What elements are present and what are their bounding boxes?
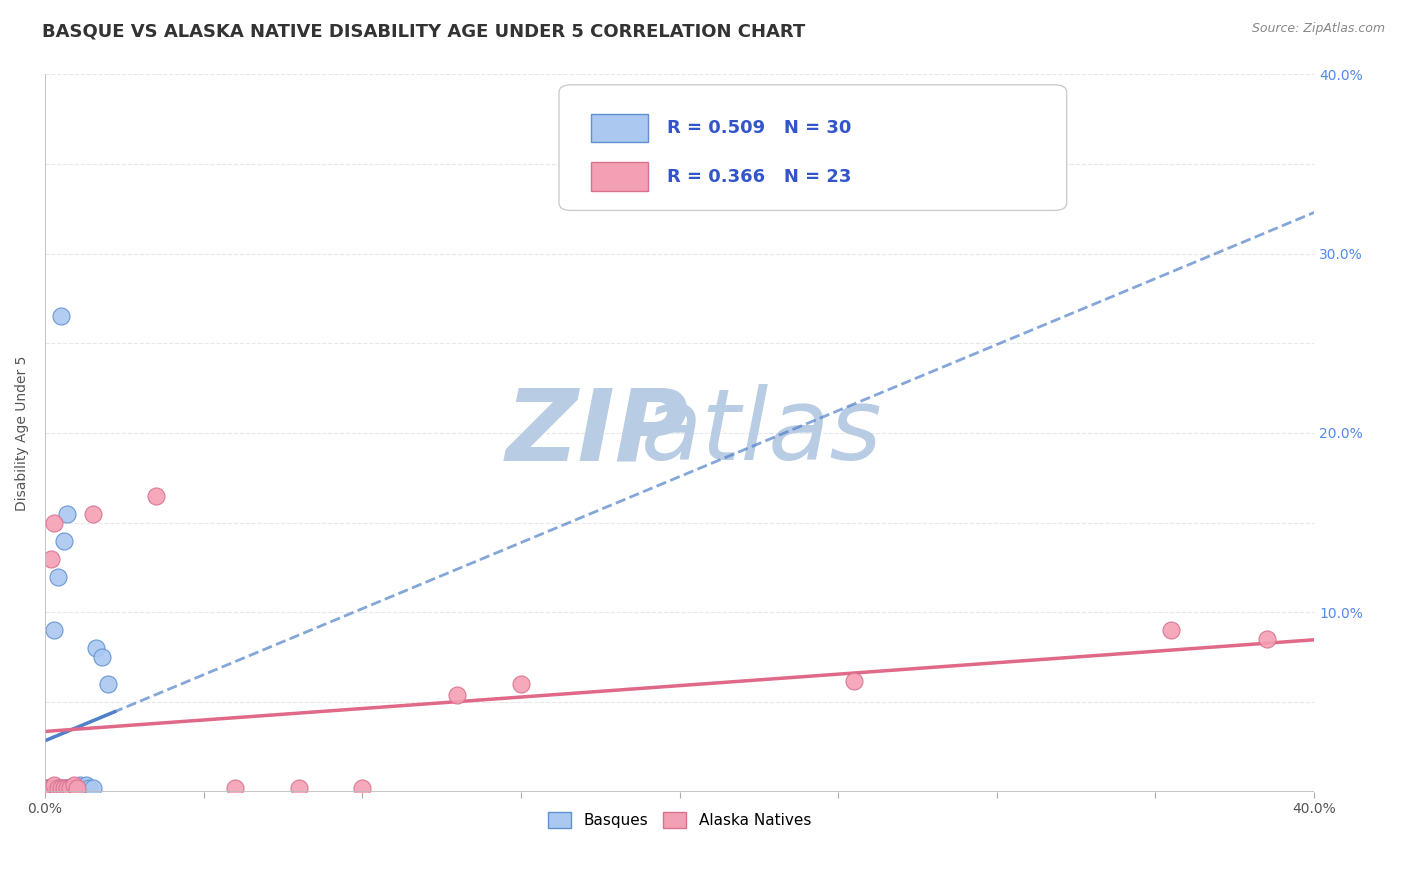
FancyBboxPatch shape	[591, 162, 648, 191]
Text: ZIP: ZIP	[506, 384, 689, 482]
Point	[39, 785, 62, 799]
Point	[62, 781, 84, 796]
Point	[72, 781, 94, 796]
Point	[1160, 624, 1182, 638]
Point	[66, 781, 89, 796]
Point	[39, 781, 62, 796]
Point	[56, 781, 79, 796]
Point	[352, 781, 374, 796]
Legend: Basques, Alaska Natives: Basques, Alaska Natives	[543, 806, 817, 835]
Point	[53, 533, 76, 548]
Point	[91, 650, 114, 665]
Point	[44, 624, 66, 638]
Point	[34, 785, 56, 799]
Point	[44, 785, 66, 799]
Point	[56, 507, 79, 521]
Point	[62, 778, 84, 792]
Point	[842, 673, 865, 688]
Point	[37, 785, 59, 799]
Point	[446, 688, 468, 702]
Point	[59, 781, 82, 796]
Point	[44, 778, 66, 792]
FancyBboxPatch shape	[591, 113, 648, 142]
Point	[46, 781, 69, 796]
Text: R = 0.509   N = 30: R = 0.509 N = 30	[666, 119, 851, 136]
Point	[224, 781, 246, 796]
Point	[46, 785, 69, 799]
Point	[82, 781, 104, 796]
Point	[49, 310, 72, 324]
Point	[66, 781, 89, 796]
Point	[56, 781, 79, 796]
Point	[49, 781, 72, 796]
Point	[53, 781, 76, 796]
Point	[75, 778, 97, 792]
Point	[145, 489, 167, 503]
Point	[37, 781, 59, 796]
Y-axis label: Disability Age Under 5: Disability Age Under 5	[15, 355, 30, 511]
Text: atlas: atlas	[641, 384, 883, 482]
Point	[84, 641, 107, 656]
Point	[37, 781, 59, 796]
Point	[509, 677, 531, 691]
Text: Source: ZipAtlas.com: Source: ZipAtlas.com	[1251, 22, 1385, 36]
Point	[44, 516, 66, 530]
Point	[1256, 632, 1278, 647]
Point	[69, 778, 91, 792]
FancyBboxPatch shape	[560, 85, 1067, 211]
Point	[44, 781, 66, 796]
Point	[49, 785, 72, 799]
Text: BASQUE VS ALASKA NATIVE DISABILITY AGE UNDER 5 CORRELATION CHART: BASQUE VS ALASKA NATIVE DISABILITY AGE U…	[42, 22, 806, 40]
Point	[82, 507, 104, 521]
Point	[39, 551, 62, 566]
Point	[79, 781, 101, 796]
Point	[288, 781, 311, 796]
Point	[34, 781, 56, 796]
Point	[97, 677, 120, 691]
Text: R = 0.366   N = 23: R = 0.366 N = 23	[666, 168, 851, 186]
Point	[46, 569, 69, 583]
Point	[59, 781, 82, 796]
Point	[53, 781, 76, 796]
Point	[49, 781, 72, 796]
Point	[56, 785, 79, 799]
Point	[39, 781, 62, 796]
Point	[46, 781, 69, 796]
